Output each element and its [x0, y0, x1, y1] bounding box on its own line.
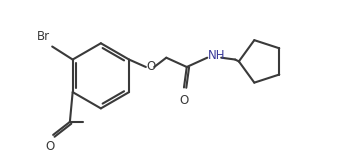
Text: Br: Br	[37, 30, 50, 43]
Text: NH: NH	[208, 49, 226, 62]
Text: O: O	[180, 94, 188, 107]
Text: O: O	[147, 60, 156, 73]
Text: O: O	[46, 140, 55, 153]
